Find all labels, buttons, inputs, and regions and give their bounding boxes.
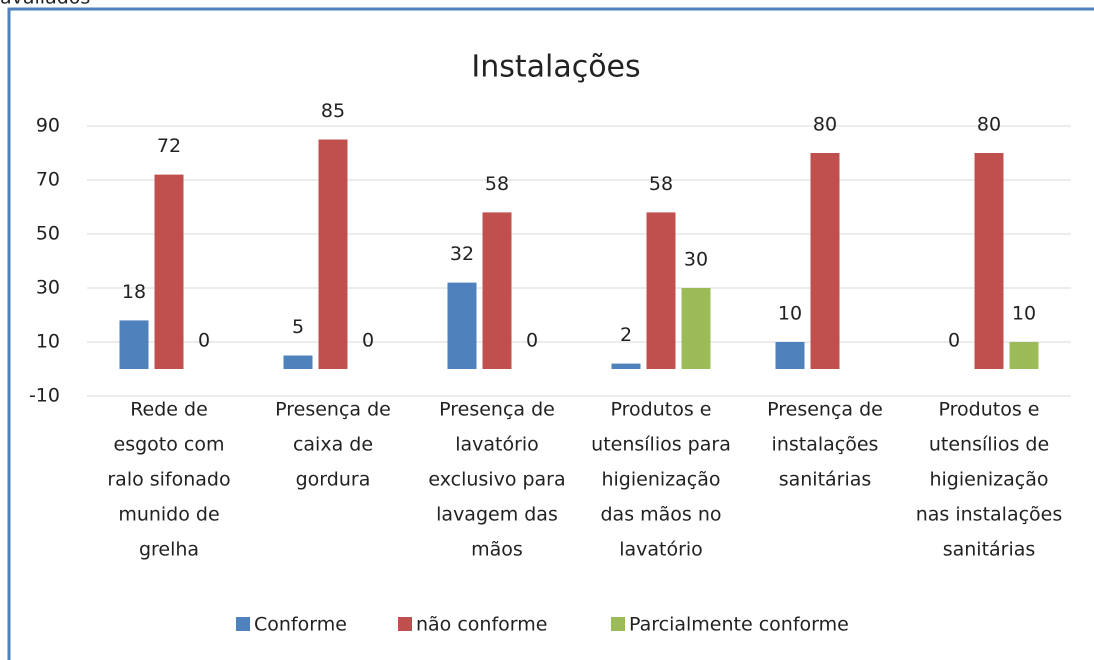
y-tick-label: 30: [36, 277, 60, 299]
x-tick-label: Presença de: [275, 399, 391, 421]
value-label: 58: [485, 173, 509, 195]
x-tick-label: exclusivo para: [428, 469, 565, 491]
legend-swatch: [236, 617, 250, 631]
x-tick-label: sanitárias: [779, 469, 872, 491]
caption: avaliados: [0, 0, 90, 9]
x-tick-label: munido de: [118, 504, 219, 526]
bar: [974, 153, 1004, 369]
value-label: 10: [1012, 303, 1036, 325]
x-tick-label: lavagem das: [436, 504, 558, 526]
x-tick-label: utensílios de: [929, 434, 1049, 456]
legend-label: Parcialmente conforme: [629, 614, 849, 636]
y-tick-label: 90: [36, 115, 60, 137]
frame: [7, 7, 1094, 660]
x-tick-label: lavatório: [455, 434, 539, 456]
bar: [283, 355, 313, 369]
x-tick-label: sanitárias: [943, 539, 1036, 561]
x-tick-label: das mãos no: [600, 504, 721, 526]
value-label: 0: [948, 330, 960, 352]
y-tick-label: -10: [29, 385, 60, 407]
x-tick-label: higienização: [601, 469, 720, 491]
bar: [681, 288, 711, 369]
legend-swatch: [398, 617, 412, 631]
value-label: 30: [684, 249, 708, 271]
bar: [482, 212, 512, 369]
bar: [775, 342, 805, 369]
x-tick-label: ralo sifonado: [107, 469, 230, 491]
legend-label: não conforme: [416, 614, 547, 636]
bar: [611, 363, 641, 369]
y-tick-label: 70: [36, 169, 60, 191]
bar: [119, 320, 149, 369]
x-tick-label: caixa de: [293, 434, 373, 456]
x-tick-label: instalações: [772, 434, 879, 456]
x-tick-label: Produtos e: [939, 399, 1040, 421]
value-label: 80: [977, 114, 1001, 136]
x-tick-label: higienização: [929, 469, 1048, 491]
value-label: 2: [620, 324, 632, 346]
value-label: 0: [362, 330, 374, 352]
value-label: 0: [526, 330, 538, 352]
value-label: 58: [649, 173, 673, 195]
value-label: 80: [813, 114, 837, 136]
value-label: 5: [292, 316, 304, 338]
x-tick-label: Rede de: [130, 399, 208, 421]
bar: [810, 153, 840, 369]
bar: [318, 139, 348, 369]
x-tick-label: nas instalações: [916, 504, 1063, 526]
value-label: 32: [450, 243, 474, 265]
x-tick-label: Produtos e: [611, 399, 712, 421]
x-tick-label: lavatório: [619, 539, 703, 561]
y-tick-label: 50: [36, 223, 60, 245]
y-tick-label: 10: [36, 331, 60, 353]
value-label: 0: [198, 330, 210, 352]
x-tick-label: gordura: [296, 469, 371, 491]
bar: [646, 212, 676, 369]
bar: [1009, 342, 1039, 369]
x-tick-label: Presença de: [439, 399, 555, 421]
chart-title: Instalações: [471, 50, 640, 85]
value-label: 72: [157, 135, 181, 157]
x-tick-label: grelha: [139, 539, 199, 561]
x-tick-label: utensílios para: [591, 434, 731, 456]
bar: [447, 282, 477, 369]
x-tick-label: esgoto com: [114, 434, 225, 456]
legend-swatch: [611, 617, 625, 631]
value-label: 10: [778, 303, 802, 325]
bar: [154, 174, 184, 369]
value-label: 18: [122, 281, 146, 303]
legend-label: Conforme: [254, 614, 347, 636]
x-tick-label: Presença de: [767, 399, 883, 421]
value-label: 85: [321, 100, 345, 122]
x-tick-label: mãos: [471, 539, 523, 561]
